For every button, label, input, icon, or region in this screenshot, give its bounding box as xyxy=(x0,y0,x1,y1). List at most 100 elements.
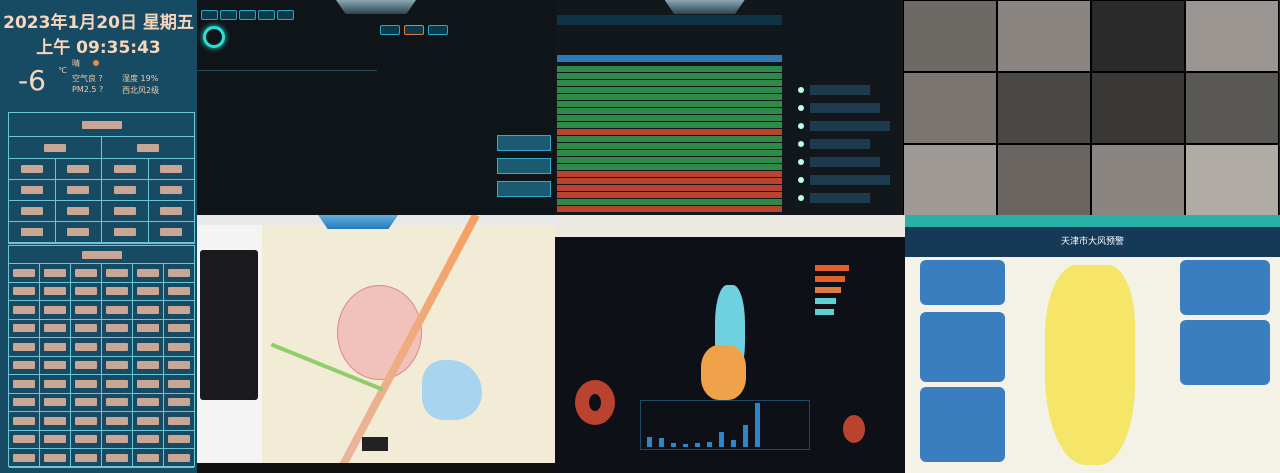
blurred-text xyxy=(75,324,97,333)
table-cell xyxy=(164,301,194,319)
screen-title-tab xyxy=(336,0,416,14)
camera-feed[interactable] xyxy=(997,144,1091,215)
blurred-text xyxy=(44,143,66,152)
table-cell xyxy=(9,282,40,300)
screen-title-tab xyxy=(318,215,399,229)
alert-card[interactable] xyxy=(497,135,551,151)
table-row xyxy=(9,430,194,449)
table-cell xyxy=(149,201,195,221)
time-text: 上午 09:35:43 xyxy=(36,38,161,58)
table-cell xyxy=(9,412,40,430)
blurred-text xyxy=(106,268,128,277)
blurred-text xyxy=(168,324,190,333)
camera-feed[interactable] xyxy=(1091,72,1185,144)
lake xyxy=(422,360,482,420)
camera-feed[interactable] xyxy=(1185,144,1279,215)
blurred-text xyxy=(168,379,190,388)
camera-feed[interactable] xyxy=(1185,72,1279,144)
table-cell xyxy=(102,393,133,411)
table-cell xyxy=(40,356,71,374)
timeline-item xyxy=(810,193,870,203)
alert-card[interactable] xyxy=(497,181,551,197)
blurred-text xyxy=(106,398,128,407)
table-cell xyxy=(164,264,194,282)
table-cell xyxy=(164,375,194,393)
nav-button[interactable] xyxy=(258,10,275,20)
blurred-text xyxy=(75,379,97,388)
nav-button[interactable] xyxy=(277,10,294,20)
bar-mark xyxy=(743,425,748,447)
camera-feed[interactable] xyxy=(997,0,1091,72)
table-cell xyxy=(71,393,102,411)
temperature-unit: ℃ xyxy=(58,66,67,75)
table-cell xyxy=(164,320,194,338)
nav-button[interactable] xyxy=(201,10,218,20)
blurred-text xyxy=(44,287,66,296)
camera-feed[interactable] xyxy=(903,144,997,215)
alert-radius-circle xyxy=(337,285,422,380)
table-cell xyxy=(9,319,40,337)
filter-tabs[interactable] xyxy=(557,15,782,25)
table-header xyxy=(557,55,782,62)
incident-row xyxy=(557,73,782,79)
gauge-card xyxy=(920,260,1005,305)
blurred-text xyxy=(75,361,97,370)
donut-chart xyxy=(575,380,615,425)
timeline xyxy=(790,85,900,215)
table-cell xyxy=(71,412,102,430)
blurred-text xyxy=(44,268,66,277)
camera-feed[interactable] xyxy=(1185,0,1279,72)
camera-feed[interactable] xyxy=(903,0,997,72)
alert-card[interactable] xyxy=(497,158,551,174)
table-cell xyxy=(133,375,164,393)
table-cell xyxy=(102,338,133,356)
air-quality: 空气良 ? xyxy=(72,74,103,83)
map-popup[interactable] xyxy=(362,437,388,451)
table-cell xyxy=(40,319,71,337)
bar-mark xyxy=(683,444,688,447)
blurred-text xyxy=(44,453,66,462)
nav-button[interactable] xyxy=(239,10,256,20)
camera-feed[interactable] xyxy=(1091,0,1185,72)
blurred-text xyxy=(106,416,128,425)
bar-card xyxy=(920,312,1005,382)
camera-feed[interactable] xyxy=(997,72,1091,144)
bar-mark xyxy=(695,443,700,447)
timeline-dot xyxy=(798,195,804,201)
table-cell xyxy=(102,301,133,319)
blurred-text xyxy=(44,435,66,444)
blurred-text xyxy=(20,165,43,173)
camera-feed[interactable] xyxy=(903,72,997,144)
tab-button-active[interactable] xyxy=(404,25,424,35)
list-card-right xyxy=(1180,320,1270,385)
table-cell xyxy=(102,282,133,300)
blurred-text xyxy=(13,453,35,462)
blurred-text xyxy=(113,186,136,194)
duty-table-1 xyxy=(8,112,195,244)
table-cell xyxy=(133,430,164,448)
tab-button[interactable] xyxy=(380,25,400,35)
blurred-text xyxy=(168,342,190,351)
incident-row xyxy=(557,108,782,114)
table-row xyxy=(9,319,194,338)
table-cell xyxy=(164,338,194,356)
blurred-text xyxy=(75,342,97,351)
blurred-text xyxy=(160,165,183,173)
table-cell xyxy=(133,449,164,467)
table-cell xyxy=(9,393,40,411)
table-cell xyxy=(40,393,71,411)
warning-header: 天津市大风预警 xyxy=(905,227,1280,257)
nav-button[interactable] xyxy=(220,10,237,20)
blurred-text xyxy=(137,453,159,462)
warning-title: 天津市大风预警 xyxy=(1060,237,1124,247)
gis-map-screen xyxy=(197,215,555,473)
table-row xyxy=(9,282,194,301)
table-cell xyxy=(56,159,102,179)
table-cell xyxy=(9,449,40,467)
timeline-item xyxy=(810,139,870,149)
tab-button[interactable] xyxy=(428,25,448,35)
blurred-text xyxy=(13,398,35,407)
timeline-dot xyxy=(798,123,804,129)
camera-feed[interactable] xyxy=(1091,144,1185,215)
table-cell xyxy=(149,180,195,200)
